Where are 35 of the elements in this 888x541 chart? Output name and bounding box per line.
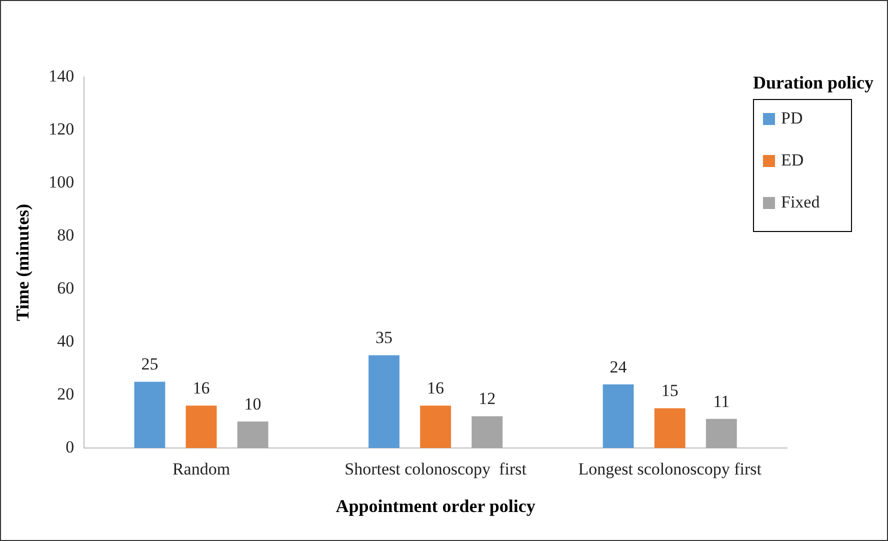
data-label: 12: [478, 389, 496, 408]
data-label: 16: [427, 378, 444, 398]
y-tick-label: 140: [48, 66, 74, 86]
y-tick-label: 120: [48, 119, 74, 138]
x-tick-label: Shortest colonoscopy first: [344, 460, 527, 479]
data-label: 35: [376, 328, 393, 348]
data-label: 24: [610, 357, 628, 376]
x-tick-label: Random: [172, 460, 230, 479]
y-tick-label: 60: [57, 278, 74, 298]
data-label: 10: [244, 394, 262, 414]
legend-title: Duration policy: [753, 72, 874, 93]
x-axis-title: Appointment order policy: [336, 496, 536, 516]
bar: [186, 406, 217, 448]
y-tick-label: 100: [48, 172, 74, 192]
data-label: 11: [713, 392, 730, 411]
bar: [706, 418, 737, 448]
x-tick-label: Longest scolonoscopy first: [578, 460, 762, 479]
y-tick-label: 20: [57, 384, 74, 404]
y-tick-label: 40: [57, 331, 74, 350]
y-tick-label: 0: [66, 437, 74, 456]
y-tick-label: 80: [57, 225, 74, 244]
data-label: 25: [141, 354, 158, 374]
data-label: 16: [192, 378, 210, 398]
bar: [602, 384, 634, 448]
data-label: 15: [661, 381, 678, 400]
legend-label: Fixed: [781, 192, 820, 212]
legend-label: PD: [781, 108, 803, 128]
y-axis-title: Time (minutes): [12, 204, 32, 322]
bar: [654, 408, 686, 448]
bar: [134, 382, 166, 448]
bar: [420, 406, 452, 448]
bar: [237, 422, 268, 448]
legend-label: ED: [781, 150, 804, 170]
bar: [472, 416, 503, 448]
bar: [368, 355, 400, 448]
